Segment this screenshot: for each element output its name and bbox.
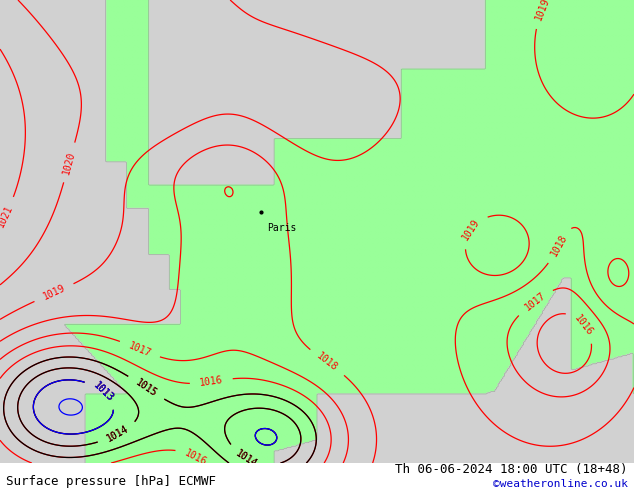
Text: 1014: 1014: [234, 448, 259, 469]
Text: 1015: 1015: [134, 377, 158, 398]
Text: 1014: 1014: [105, 424, 130, 444]
Text: 1015: 1015: [134, 377, 158, 398]
Text: 1019: 1019: [41, 283, 67, 302]
Text: 1016: 1016: [199, 375, 224, 388]
Text: 1021: 1021: [0, 203, 15, 229]
Text: 1014: 1014: [234, 448, 259, 469]
Text: 1019: 1019: [534, 0, 552, 22]
Text: 1019: 1019: [460, 217, 482, 243]
Text: 1018: 1018: [549, 233, 569, 258]
Text: Paris: Paris: [268, 223, 297, 233]
Text: 1016: 1016: [183, 447, 209, 467]
Text: 1013: 1013: [91, 381, 115, 404]
Text: ©weatheronline.co.uk: ©weatheronline.co.uk: [493, 479, 628, 489]
Text: 1017: 1017: [522, 291, 547, 313]
Text: 1013: 1013: [91, 381, 115, 404]
Text: Th 06-06-2024 18:00 UTC (18+48): Th 06-06-2024 18:00 UTC (18+48): [395, 463, 628, 476]
Text: 1014: 1014: [105, 424, 130, 444]
Text: 1018: 1018: [315, 351, 340, 373]
Text: 1013: 1013: [91, 381, 115, 404]
Text: 1016: 1016: [572, 313, 595, 337]
Text: 1017: 1017: [127, 340, 153, 359]
Text: Surface pressure [hPa] ECMWF: Surface pressure [hPa] ECMWF: [6, 474, 216, 488]
Text: 1020: 1020: [61, 150, 77, 175]
